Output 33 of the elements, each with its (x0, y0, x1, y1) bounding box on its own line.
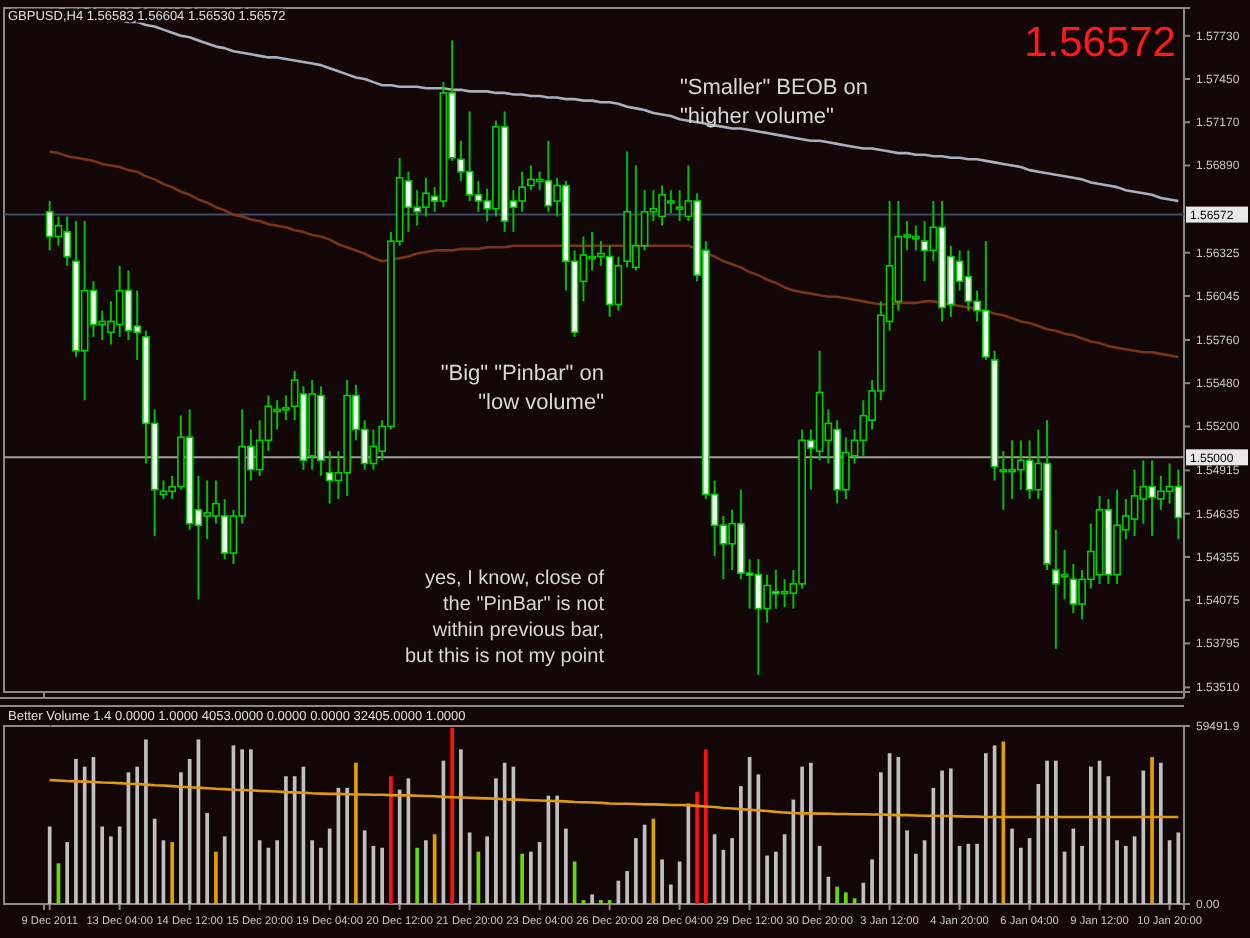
candlestick (1156, 474, 1165, 511)
candlestick (754, 558, 763, 677)
candlestick (920, 220, 929, 283)
candlestick (1016, 439, 1025, 491)
candlestick (981, 240, 990, 362)
candlestick (325, 450, 334, 505)
candlestick (63, 215, 72, 267)
candlestick (841, 436, 850, 500)
annotation: "Smaller" BEOB on "higher volume" (680, 76, 869, 129)
candlestick (1174, 468, 1183, 541)
candlestick (605, 244, 614, 318)
candlestick (124, 269, 133, 341)
candlestick (1130, 468, 1139, 538)
candlestick (544, 139, 553, 213)
candlestick (911, 224, 920, 252)
candlestick (964, 249, 973, 312)
candlestick (115, 264, 124, 338)
candlestick (1025, 439, 1034, 500)
annotation: 1.56572 (1024, 20, 1176, 66)
candlestick (614, 255, 623, 312)
candlestick (675, 189, 684, 223)
annotation: yes, I know, close of the "PinBar" is not within previous bar, but this is not my point (405, 568, 605, 668)
candlestick (518, 170, 526, 213)
candlestick (1051, 528, 1060, 650)
candlestick (133, 289, 142, 362)
candlestick (203, 479, 212, 541)
candlestick (45, 200, 54, 252)
annotation: "Big" "Pinbar" on "low volume" (440, 362, 605, 415)
line-series (48, 150, 1180, 359)
candlestick (527, 164, 535, 192)
candlestick (474, 179, 483, 213)
candlestick (220, 498, 229, 561)
line-series (48, 778, 1180, 819)
